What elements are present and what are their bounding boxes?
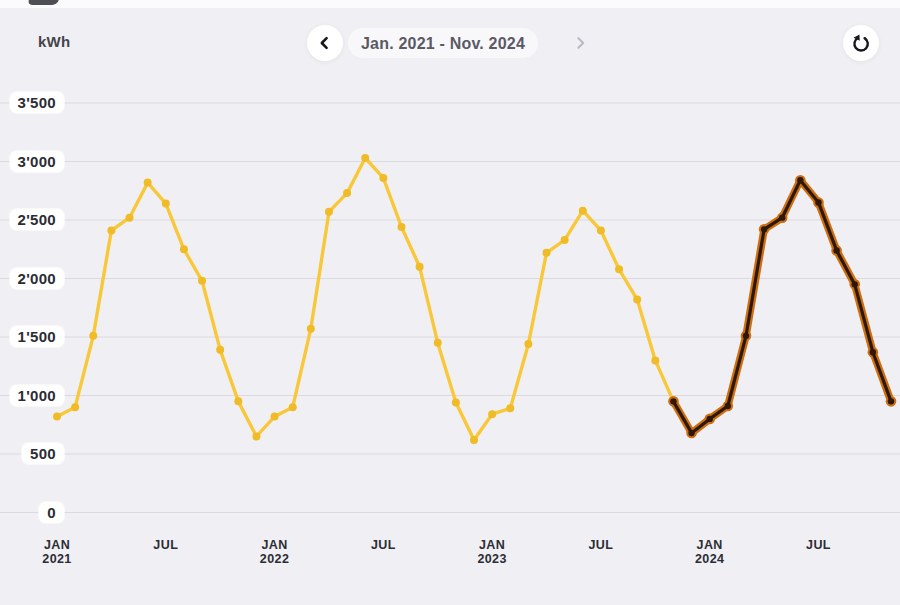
energy-chart-screen: kWh Jan. 2021 - Nov. 2024 05001'0001'500…	[0, 0, 900, 605]
chart-canvas[interactable]	[0, 0, 900, 605]
